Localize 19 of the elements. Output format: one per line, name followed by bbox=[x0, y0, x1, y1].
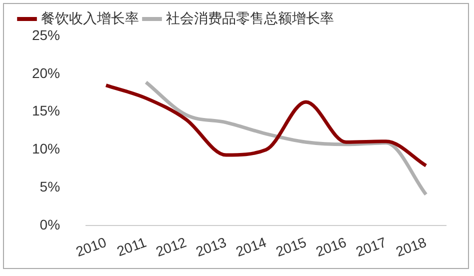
legend-label: 社会消费品零售总额增长率 bbox=[166, 10, 334, 26]
legend-label: 餐饮收入增长率 bbox=[41, 10, 139, 26]
x-tick-label: 2014 bbox=[234, 234, 269, 260]
line-series bbox=[104, 84, 428, 168]
x-tick-label: 2010 bbox=[74, 234, 109, 260]
x-tick-label: 2011 bbox=[114, 234, 149, 260]
x-tick-label: 2012 bbox=[154, 234, 189, 260]
y-tick-label: 20% bbox=[32, 64, 60, 81]
x-tick-label: 2013 bbox=[194, 234, 229, 260]
y-tick-label: 5% bbox=[40, 178, 60, 195]
y-tick-label: 10% bbox=[32, 140, 60, 157]
y-tick-label: 0% bbox=[40, 216, 60, 232]
y-tick-label: 25% bbox=[32, 26, 60, 43]
line-series bbox=[144, 80, 428, 196]
x-tick-label: 2018 bbox=[394, 234, 429, 260]
x-tick-label: 2017 bbox=[354, 234, 389, 260]
x-tick-label: 2015 bbox=[274, 234, 309, 260]
y-tick-label: 15% bbox=[32, 102, 60, 119]
x-tick-label: 2016 bbox=[314, 234, 349, 260]
